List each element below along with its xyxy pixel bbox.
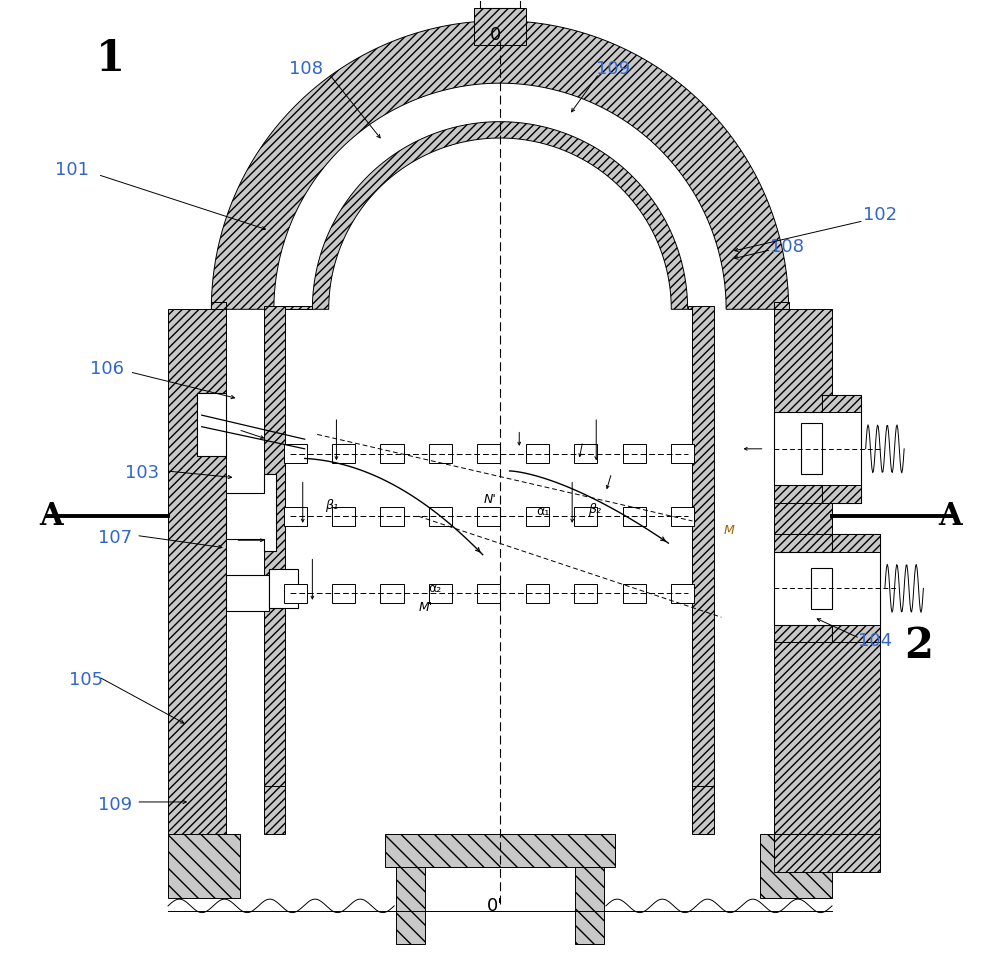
Text: 102: 102 (863, 206, 897, 224)
Polygon shape (211, 302, 226, 310)
Bar (284, 444, 307, 463)
Text: 109: 109 (98, 796, 132, 813)
Bar (623, 584, 646, 603)
Text: 104: 104 (858, 632, 892, 650)
Bar (477, 507, 500, 526)
Bar (332, 584, 355, 603)
Bar (380, 584, 404, 603)
Bar (429, 507, 452, 526)
Bar (332, 444, 355, 463)
Polygon shape (774, 643, 880, 834)
Bar (480, 0, 520, 8)
Polygon shape (692, 786, 714, 834)
Polygon shape (285, 307, 312, 310)
Polygon shape (168, 834, 240, 898)
Text: A: A (939, 501, 962, 532)
Polygon shape (396, 834, 425, 945)
Bar (526, 507, 549, 526)
Polygon shape (385, 834, 615, 868)
Bar (574, 584, 597, 603)
Polygon shape (801, 424, 822, 475)
Text: M: M (724, 524, 734, 538)
Bar (623, 507, 646, 526)
Text: 108: 108 (289, 60, 323, 78)
Bar (284, 584, 307, 603)
Bar (474, 8, 526, 44)
Bar (477, 444, 500, 463)
Text: β₁: β₁ (325, 499, 338, 512)
Text: 0': 0' (487, 896, 503, 915)
Text: 106: 106 (90, 360, 124, 378)
Text: A: A (39, 501, 62, 532)
Text: N': N' (484, 493, 497, 507)
Text: 108: 108 (770, 237, 804, 256)
Polygon shape (774, 310, 832, 834)
Polygon shape (692, 307, 714, 786)
Text: α₂: α₂ (428, 582, 441, 594)
Polygon shape (774, 503, 832, 535)
Polygon shape (774, 834, 880, 872)
Text: M': M' (419, 601, 433, 614)
Text: 0: 0 (490, 26, 501, 44)
Bar (671, 507, 694, 526)
Polygon shape (264, 786, 285, 834)
Bar (284, 507, 307, 526)
Text: α₁: α₁ (537, 505, 550, 518)
Polygon shape (688, 307, 692, 310)
Bar (671, 444, 694, 463)
Text: 101: 101 (55, 161, 89, 179)
Polygon shape (264, 307, 285, 786)
Text: 103: 103 (125, 464, 159, 482)
Polygon shape (269, 569, 298, 608)
Text: 2: 2 (904, 625, 933, 667)
Bar (332, 507, 355, 526)
Polygon shape (822, 395, 861, 412)
Bar (429, 584, 452, 603)
Bar (526, 584, 549, 603)
Text: 105: 105 (69, 671, 103, 689)
Text: β₂: β₂ (588, 503, 601, 516)
Bar (574, 507, 597, 526)
Polygon shape (575, 834, 604, 945)
Text: 107: 107 (98, 530, 132, 547)
Bar (429, 444, 452, 463)
Bar (380, 507, 404, 526)
Bar (623, 444, 646, 463)
Polygon shape (211, 20, 789, 310)
Bar (671, 584, 694, 603)
Polygon shape (832, 535, 880, 552)
Polygon shape (312, 122, 688, 310)
Text: 1: 1 (96, 39, 125, 80)
Polygon shape (774, 302, 789, 310)
Polygon shape (226, 575, 269, 612)
Bar (526, 444, 549, 463)
Polygon shape (774, 395, 861, 503)
Polygon shape (226, 474, 276, 551)
Polygon shape (832, 625, 880, 643)
Bar (477, 584, 500, 603)
Polygon shape (760, 834, 832, 898)
Bar (380, 444, 404, 463)
Polygon shape (822, 485, 861, 503)
Polygon shape (197, 394, 226, 456)
Polygon shape (168, 310, 226, 834)
Text: 109: 109 (596, 60, 631, 78)
Polygon shape (811, 567, 832, 609)
Polygon shape (774, 535, 880, 643)
Bar (574, 444, 597, 463)
